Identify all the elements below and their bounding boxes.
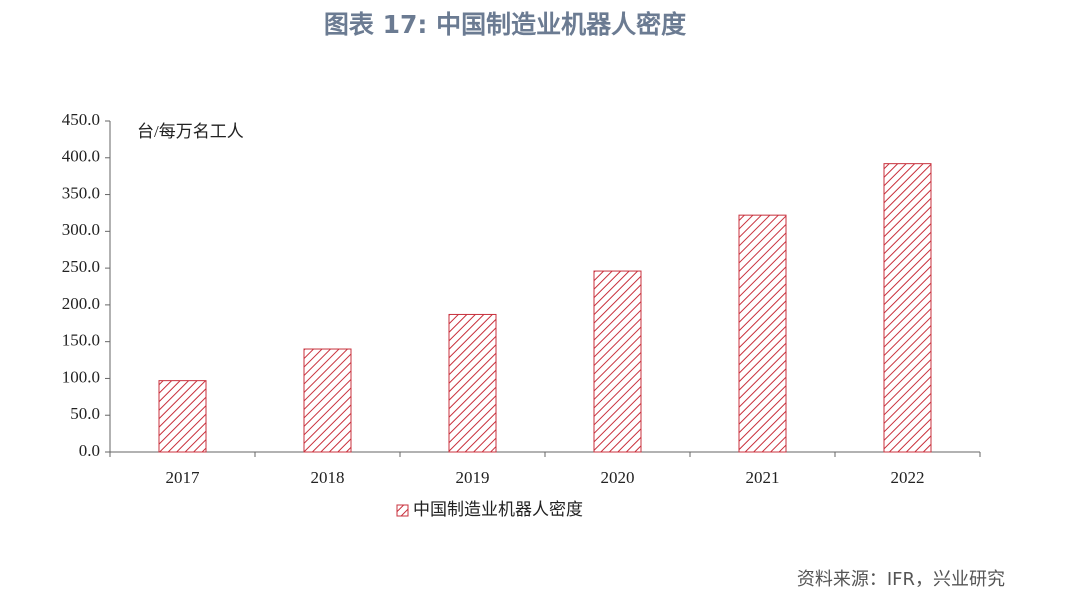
x-tick-label: 2022 — [891, 468, 925, 487]
x-tick-label: 2017 — [166, 468, 201, 487]
y-tick-label: 50.0 — [70, 404, 100, 423]
y-tick-label: 200.0 — [62, 294, 100, 313]
y-tick-label: 250.0 — [62, 257, 100, 276]
x-tick-label: 2020 — [601, 468, 635, 487]
bar — [303, 348, 352, 453]
legend-label: 中国制造业机器人密度 — [413, 500, 583, 519]
x-tick-label: 2021 — [746, 468, 780, 487]
x-tick-label: 2018 — [311, 468, 345, 487]
bar — [158, 380, 207, 453]
bar — [738, 214, 787, 453]
y-tick-label: 350.0 — [62, 183, 100, 202]
y-tick-label: 100.0 — [62, 367, 100, 386]
y-tick-label: 300.0 — [62, 220, 100, 239]
chart-title: 图表 17: 中国制造业机器人密度 — [324, 10, 686, 39]
y-tick-label: 0.0 — [79, 441, 100, 460]
y-axis-label: 台/每万名工人 — [137, 122, 244, 141]
y-tick-label: 450.0 — [62, 110, 100, 129]
bar — [883, 163, 932, 453]
bar — [593, 270, 642, 453]
y-tick-label: 400.0 — [62, 147, 100, 166]
bar — [448, 313, 497, 453]
x-tick-label: 2019 — [456, 468, 490, 487]
source: 资料来源：IFR，兴业研究 — [797, 569, 1005, 590]
y-tick-label: 150.0 — [62, 331, 100, 350]
legend-swatch — [396, 504, 409, 517]
